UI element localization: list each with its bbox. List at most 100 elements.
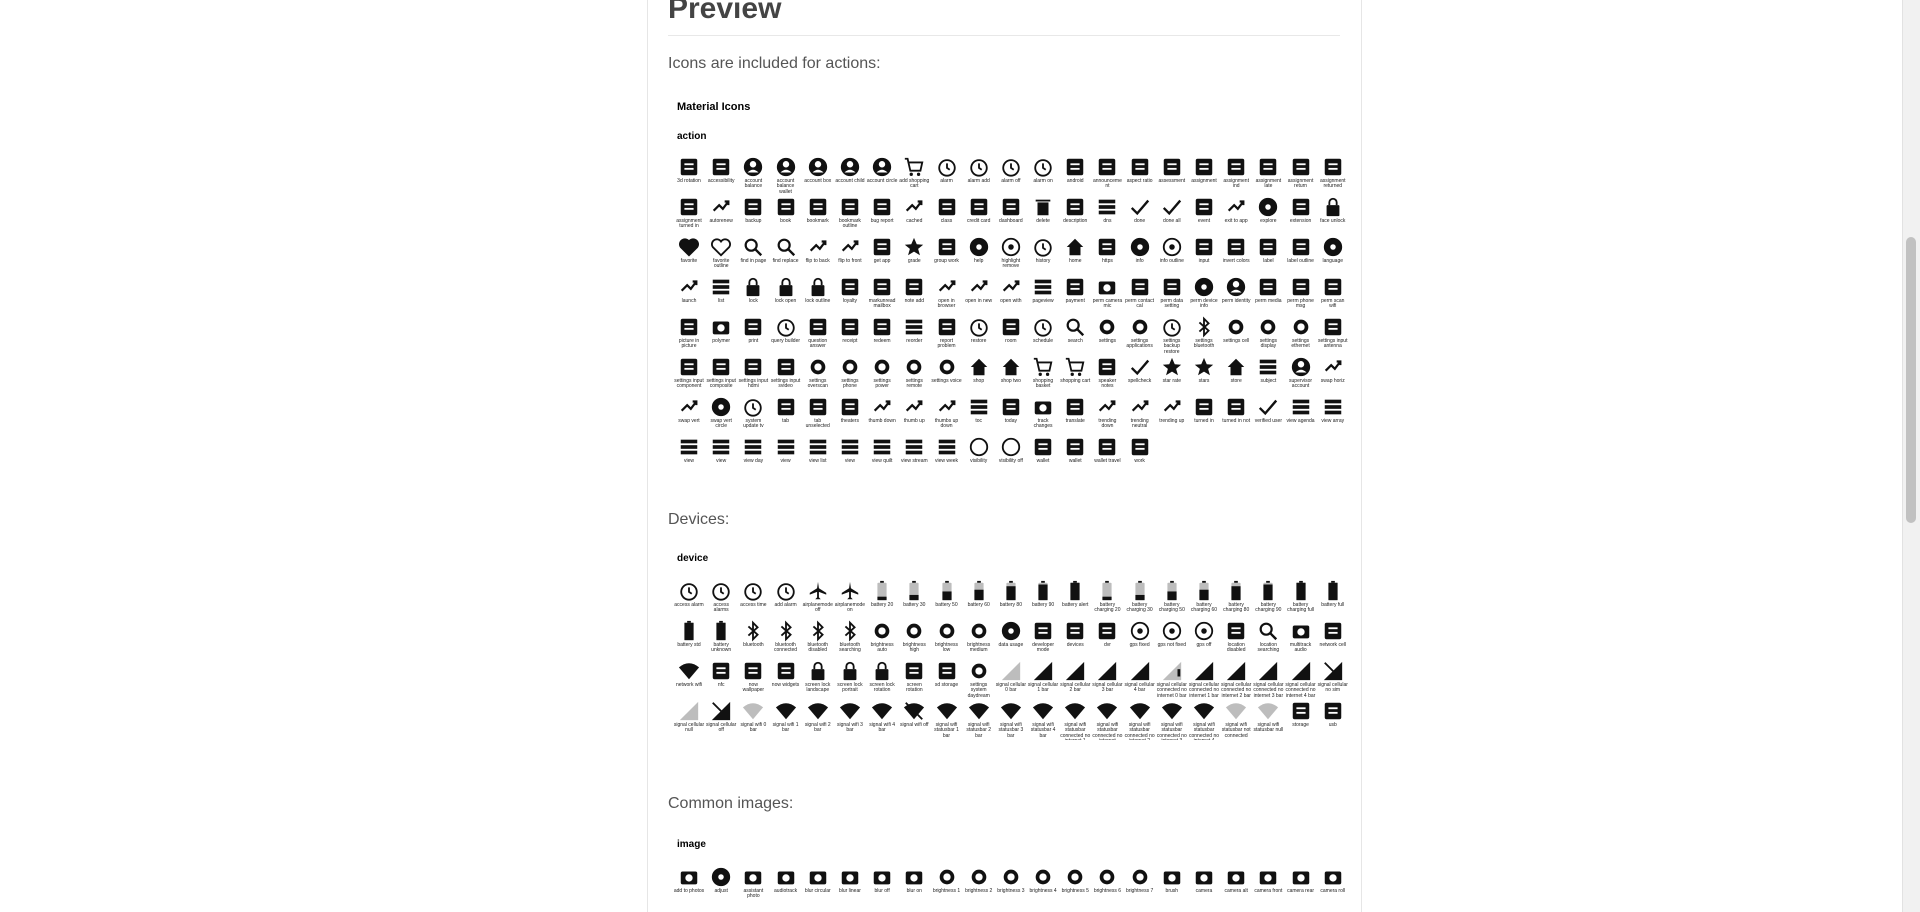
icon-cell-extension: extension [1285, 196, 1317, 236]
icon-cell-signal-wifi-1-bar: signal wifi 1 bar [770, 700, 802, 740]
icon-cell-view-day: view day [737, 436, 769, 476]
icon-cell-battery-80: battery 80 [995, 580, 1027, 620]
settings-power-icon [874, 359, 890, 375]
icon-label: settings input component [674, 378, 704, 390]
icon-cell-lock-open: lock open [770, 276, 802, 316]
icon-cell-highlight-remove: highlight remove [995, 236, 1027, 276]
icon-cell-signal-wifi-statusbar-4-bar: signal wifi statusbar 4 bar [1027, 700, 1059, 740]
polymer-icon [712, 321, 730, 335]
icon-label: polymer [712, 338, 731, 344]
icon-cell-bug-report: bug report [866, 196, 898, 236]
icon-cell-alarm-on: alarm on [1027, 156, 1059, 196]
settings-voice-icon [939, 359, 954, 375]
icon-label: trending down [1098, 418, 1117, 430]
assistant-photo-icon [745, 871, 762, 885]
settings-display-icon [1261, 319, 1276, 335]
icon-cell-announcement: announcement [1091, 156, 1123, 196]
icon-label: assignment late [1255, 178, 1282, 190]
swap-horiz-icon [1324, 360, 1342, 372]
perm-camera-mic-icon [1099, 281, 1116, 295]
icon-label: shop [973, 378, 985, 384]
icon-label: label outline [1287, 258, 1314, 264]
icon-cell-swap-vert: swap vert [673, 396, 705, 436]
icon-cell-explore: explore [1252, 196, 1284, 236]
network-cell-icon [1324, 622, 1341, 640]
location-searching-icon [1259, 622, 1278, 641]
subject-icon [1260, 359, 1277, 375]
aspect-ratio-icon [1131, 158, 1148, 176]
icon-label: turned in not [1222, 418, 1251, 424]
icon-cell-devices: devices [1059, 620, 1091, 660]
page-title: Preview [668, 0, 782, 25]
signal-wifi-statusbar-connected-no-internet-1-icon [1065, 703, 1086, 720]
icon-cell-now-wallpaper: now wallpaper [737, 660, 769, 700]
dashboard-icon [1002, 198, 1020, 216]
settings-bluetooth-icon [1198, 316, 1210, 338]
shopping-basket-icon [1033, 357, 1053, 376]
icon-label: favorite [680, 258, 698, 264]
delete-icon [1035, 199, 1051, 216]
trending-neutral-icon [1131, 400, 1149, 412]
icon-cell-settings-bluetooth: settings bluetooth [1188, 316, 1220, 356]
vertical-scrollbar[interactable] [1902, 0, 1920, 912]
adjust-icon [712, 867, 731, 887]
icon-label: open in new [965, 298, 993, 304]
icon-label: invert colors [1222, 258, 1250, 264]
icon-label: signal cellular connected no internet 0 … [1156, 682, 1187, 699]
trending-down-icon [1099, 400, 1116, 412]
group-work-icon [938, 238, 955, 256]
icon-cell-camera-alt: camera alt [1220, 866, 1252, 906]
find-in-page-icon [744, 238, 763, 257]
icon-label: credit card [967, 218, 991, 224]
icon-label: settings remote [905, 378, 923, 390]
icon-cell-signal-wifi-statusbar-connected-no-internet-1: signal wifi statusbar connected no inter… [1059, 700, 1091, 740]
assessment-icon [1163, 158, 1181, 176]
icon-cell-signal-wifi-statusbar-connected-no-internet-3: signal wifi statusbar connected no inter… [1156, 700, 1188, 740]
icon-label: done [1134, 218, 1146, 224]
camera-alt-icon [1227, 871, 1245, 885]
icon-label: bluetooth connected [774, 642, 798, 654]
tab-icon [777, 398, 794, 416]
dns-icon [1099, 199, 1116, 215]
icon-cell-bluetooth-connected: bluetooth connected [770, 620, 802, 660]
schedule-icon [1034, 319, 1052, 337]
icon-cell-view: view [770, 436, 802, 476]
icon-cell-view-stream: view stream [898, 436, 930, 476]
signal-cellular-2-bar-icon [1066, 661, 1085, 681]
icon-label: lock outline [805, 298, 831, 304]
icon-cell-wallet: wallet [1059, 436, 1091, 476]
brightness-4-icon [1035, 869, 1051, 885]
signal-wifi-statusbar-connected-no-internet-icon [1097, 703, 1118, 720]
icon-label: shop two [1000, 378, 1021, 384]
brightness-6-icon [1100, 869, 1115, 885]
speaker-notes-icon [1099, 358, 1116, 376]
icon-cell-settings-backup-restore: settings backup restore [1156, 316, 1188, 356]
icon-cell-data-usage: data usage [995, 620, 1027, 660]
icon-cell-signal-wifi-statusbar-3-bar: signal wifi statusbar 3 bar [995, 700, 1027, 740]
icon-label: battery charging 80 [1223, 602, 1250, 614]
camera-icon [1195, 871, 1213, 885]
android-icon [1067, 158, 1084, 176]
icon-cell-airplanemode-off: airplanemode off [802, 580, 834, 620]
note-add-icon [906, 278, 923, 296]
icon-label: settings display [1259, 338, 1277, 350]
icon-cell-book: book [770, 196, 802, 236]
perm-phone-msg-icon [1292, 278, 1309, 296]
icon-label: perm data setting [1160, 298, 1184, 310]
brightness-2-icon [971, 869, 987, 885]
scrollbar-thumb[interactable] [1906, 237, 1916, 523]
icon-label: swap horiz [1320, 378, 1345, 384]
icon-label: bookmark outline [838, 218, 861, 230]
settings-applications-icon [1132, 319, 1147, 335]
icon-cell-blur-off: blur off [866, 866, 898, 906]
camera-front-icon [1260, 871, 1277, 885]
icon-cell-battery-30: battery 30 [898, 580, 930, 620]
icon-cell-credit-card: credit card [963, 196, 995, 236]
icon-label: lock open [774, 298, 797, 304]
icon-cell-assignment-returned: assignment returned [1317, 156, 1349, 196]
icon-label: tab [782, 418, 790, 424]
icon-label: assignment turned in [676, 218, 702, 230]
icon-cell-https: https [1091, 236, 1123, 276]
icon-cell-assistant-photo: assistant photo [737, 866, 769, 906]
icon-label: favorite outline [712, 258, 730, 270]
